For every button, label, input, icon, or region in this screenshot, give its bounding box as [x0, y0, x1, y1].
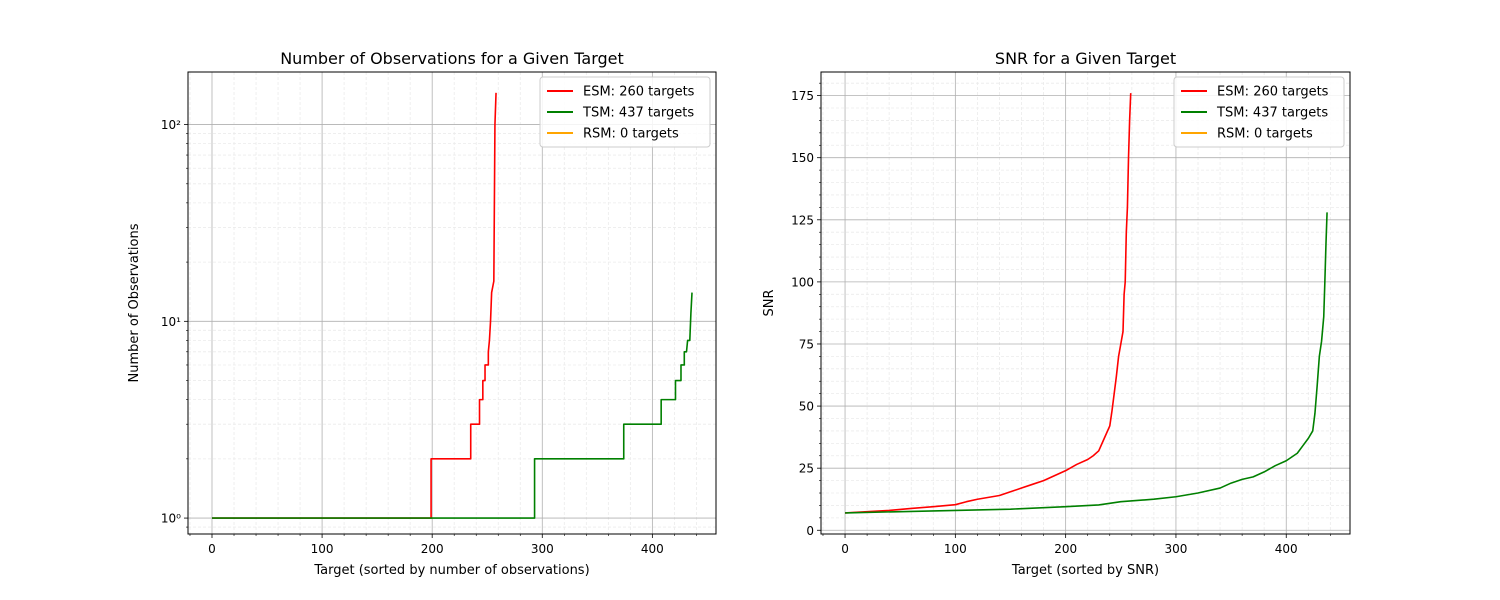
x-tick-label: 300	[531, 542, 554, 556]
y-axis-label: Number of Observations	[127, 223, 142, 382]
x-tick-label: 0	[841, 542, 849, 556]
series-line-esm	[845, 93, 1132, 514]
x-tick-label: 200	[421, 542, 444, 556]
legend-label-esm: ESM: 260 targets	[1217, 85, 1329, 100]
series-line-tsm	[212, 292, 693, 519]
y-tick-label: 10²	[161, 118, 181, 132]
x-tick-label: 0	[208, 542, 216, 556]
y-tick-label: 100	[791, 275, 814, 289]
axis-ticks: 0 100 200 300 400 0 25 50 75 100 125 150 175	[791, 82, 1331, 556]
legend-label-tsm: TSM: 437 targets	[582, 106, 694, 121]
y-tick-label: 75	[799, 337, 814, 351]
y-tick-label: 10¹	[161, 315, 181, 329]
legend-label-tsm: TSM: 437 targets	[1216, 106, 1328, 121]
legend: ESM: 260 targets TSM: 437 targets RSM: 0…	[1173, 76, 1345, 148]
legend-box	[1173, 76, 1345, 148]
legend-label-esm: ESM: 260 targets	[583, 85, 695, 100]
y-tick-label: 25	[799, 462, 814, 476]
legend: ESM: 260 targets TSM: 437 targets RSM: 0…	[539, 76, 711, 148]
series-line-tsm	[845, 212, 1328, 514]
legend-label-rsm: RSM: 0 targets	[1217, 127, 1313, 142]
x-axis-label: Target (sorted by number of observations…	[313, 563, 589, 578]
chart-title: SNR for a Given Target	[995, 49, 1176, 68]
y-tick-label: 150	[791, 151, 814, 165]
plot-frame	[820, 71, 1351, 535]
legend-label-rsm: RSM: 0 targets	[583, 127, 679, 142]
axis-ticks: 0 100 200 300 400 10⁰ 10¹ 10²	[161, 118, 697, 556]
y-tick-label: 125	[791, 213, 814, 227]
x-tick-label: 100	[944, 542, 967, 556]
plot-frame	[187, 71, 717, 535]
x-axis-label: Target (sorted by SNR)	[1011, 563, 1159, 578]
chart-title: Number of Observations for a Given Targe…	[280, 49, 624, 68]
x-tick-label: 400	[641, 542, 664, 556]
chart-snr: 0 100 200 300 400 0 25 50 75 100 125 150 175 SNR for…	[762, 49, 1351, 578]
x-tick-label: 200	[1054, 542, 1077, 556]
x-tick-label: 300	[1164, 542, 1187, 556]
y-tick-label: 0	[806, 524, 814, 538]
x-tick-label: 100	[311, 542, 334, 556]
series-line-esm	[212, 92, 497, 519]
x-tick-label: 400	[1275, 542, 1298, 556]
series-lines	[212, 92, 693, 519]
chart-observations: 0 100 200 300 400 10⁰ 10¹ 10² Number of Observa…	[127, 49, 717, 578]
legend-box	[539, 76, 711, 148]
grid-lines	[821, 72, 1350, 534]
y-tick-label: 10⁰	[161, 512, 181, 526]
y-axis-label: SNR	[762, 289, 777, 316]
y-tick-label: 175	[791, 89, 814, 103]
series-lines	[845, 93, 1328, 514]
y-tick-label: 50	[799, 400, 814, 414]
